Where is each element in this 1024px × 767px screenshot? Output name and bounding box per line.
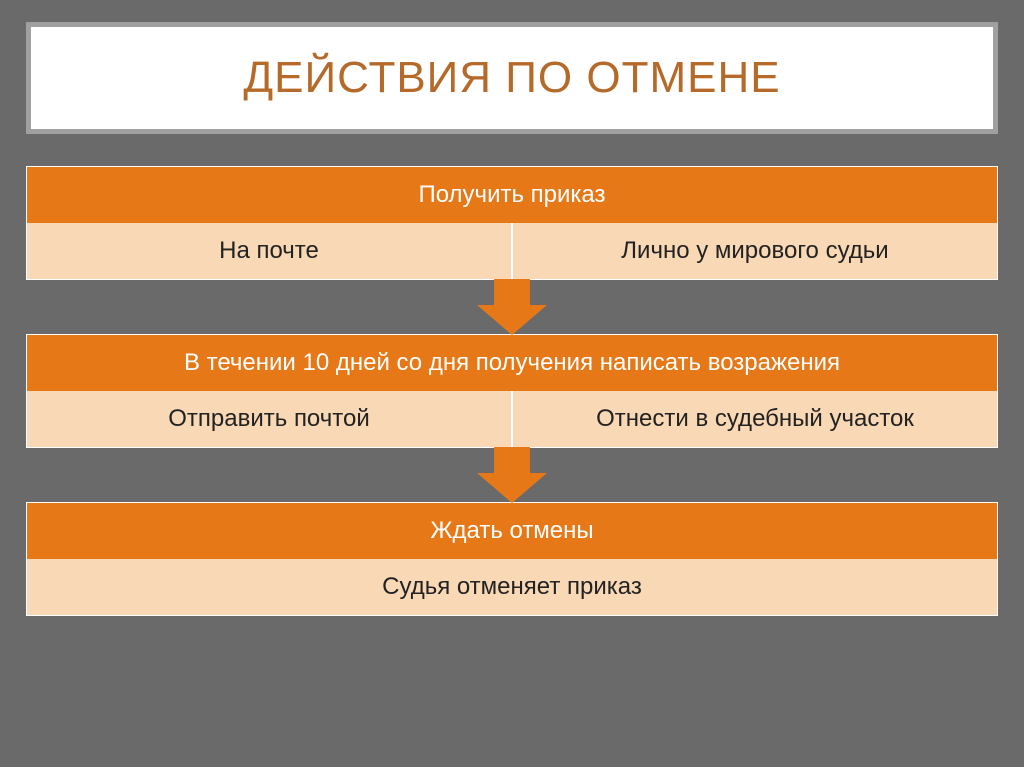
step-3-cell-1: Судья отменяет приказ (27, 559, 997, 615)
step-box-2: В течении 10 дней со дня получения напис… (26, 334, 998, 448)
step-box-1: Получить приказ На почте Лично у мировог… (26, 166, 998, 280)
step-3-header: Ждать отмены (27, 503, 997, 559)
step-2-header: В течении 10 дней со дня получения напис… (27, 335, 997, 391)
step-2-cell-1: Отправить почтой (27, 391, 511, 447)
title-frame: ДЕЙСТВИЯ ПО ОТМЕНЕ (26, 22, 998, 134)
step-1-cell-1: На почте (27, 223, 511, 279)
step-2-cell-2: Отнести в судебный участок (511, 391, 997, 447)
step-1-header: Получить приказ (27, 167, 997, 223)
step-2-body: Отправить почтой Отнести в судебный учас… (27, 391, 997, 447)
step-box-3: Ждать отмены Судья отменяет приказ (26, 502, 998, 616)
arrow-down-icon (477, 447, 547, 503)
arrow-2 (26, 447, 998, 503)
arrow-down-icon (477, 279, 547, 335)
step-1-body: На почте Лично у мирового судьи (27, 223, 997, 279)
arrow-1 (26, 279, 998, 335)
page-title: ДЕЙСТВИЯ ПО ОТМЕНЕ (51, 53, 973, 103)
step-1-cell-2: Лично у мирового судьи (511, 223, 997, 279)
